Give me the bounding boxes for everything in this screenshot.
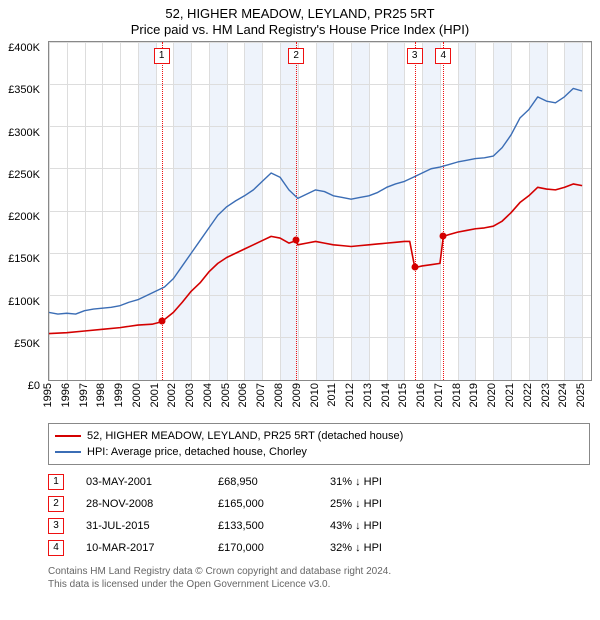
y-tick-label: £150K: [8, 253, 40, 265]
chart-svg: [49, 42, 591, 380]
x-tick-label: 2005: [220, 383, 232, 407]
event-dot: [293, 237, 300, 244]
legend-label: 52, HIGHER MEADOW, LEYLAND, PR25 5RT (de…: [87, 428, 403, 444]
y-tick-label: £200K: [8, 211, 40, 223]
page-subtitle: Price paid vs. HM Land Registry's House …: [0, 22, 600, 41]
y-tick-label: £100K: [8, 296, 40, 308]
event-index-box: 4: [48, 540, 64, 556]
table-row: 4 10-MAR-2017 £170,000 32% ↓ HPI: [48, 537, 590, 559]
event-marker-box: 1: [154, 48, 170, 64]
x-tick-label: 2023: [540, 383, 552, 407]
event-pct: 25% ↓ HPI: [330, 498, 430, 510]
event-price: £170,000: [218, 542, 308, 554]
page-title: 52, HIGHER MEADOW, LEYLAND, PR25 5RT: [0, 0, 600, 22]
x-tick-label: 2001: [149, 383, 161, 407]
legend-swatch: [55, 451, 81, 453]
x-tick-label: 2003: [184, 383, 196, 407]
event-price: £68,950: [218, 476, 308, 488]
series-property: [49, 184, 582, 334]
x-tick-label: 1997: [78, 383, 90, 407]
event-pct: 43% ↓ HPI: [330, 520, 430, 532]
footer-line: Contains HM Land Registry data © Crown c…: [48, 565, 590, 578]
x-axis-labels: 1995199619971998199920002001200220032004…: [48, 381, 592, 419]
event-pct: 32% ↓ HPI: [330, 542, 430, 554]
x-tick-label: 2020: [486, 383, 498, 407]
x-tick-label: 1999: [113, 383, 125, 407]
event-marker-box: 4: [435, 48, 451, 64]
x-tick-label: 2014: [380, 383, 392, 407]
legend-swatch: [55, 435, 81, 437]
y-tick-label: £300K: [8, 127, 40, 139]
events-table: 1 03-MAY-2001 £68,950 31% ↓ HPI 2 28-NOV-2008…: [48, 471, 590, 559]
event-index-box: 2: [48, 496, 64, 512]
x-tick-label: 2008: [273, 383, 285, 407]
y-tick-label: £400K: [8, 42, 40, 54]
x-tick-label: 2012: [344, 383, 356, 407]
x-tick-label: 2006: [237, 383, 249, 407]
event-price: £133,500: [218, 520, 308, 532]
event-date: 10-MAR-2017: [86, 542, 196, 554]
x-tick-label: 2017: [433, 383, 445, 407]
y-tick-label: £50K: [14, 338, 40, 350]
x-tick-label: 1998: [95, 383, 107, 407]
event-price: £165,000: [218, 498, 308, 510]
x-tick-label: 2021: [504, 383, 516, 407]
event-date: 28-NOV-2008: [86, 498, 196, 510]
footer: Contains HM Land Registry data © Crown c…: [48, 565, 590, 591]
x-tick-label: 2000: [131, 383, 143, 407]
x-tick-label: 2011: [326, 383, 338, 407]
table-row: 1 03-MAY-2001 £68,950 31% ↓ HPI: [48, 471, 590, 493]
x-tick-label: 2007: [255, 383, 267, 407]
x-tick-label: 2019: [468, 383, 480, 407]
y-tick-label: £350K: [8, 84, 40, 96]
footer-line: This data is licensed under the Open Gov…: [48, 578, 590, 591]
event-index-box: 1: [48, 474, 64, 490]
event-date: 31-JUL-2015: [86, 520, 196, 532]
x-tick-label: 2018: [451, 383, 463, 407]
event-marker-box: 2: [288, 48, 304, 64]
legend-item-hpi: HPI: Average price, detached house, Chor…: [55, 444, 583, 460]
legend-label: HPI: Average price, detached house, Chor…: [87, 444, 307, 460]
table-row: 2 28-NOV-2008 £165,000 25% ↓ HPI: [48, 493, 590, 515]
y-tick-label: £0: [28, 380, 40, 392]
event-index-box: 3: [48, 518, 64, 534]
x-tick-label: 2013: [362, 383, 374, 407]
y-tick-label: £250K: [8, 169, 40, 181]
event-marker-box: 3: [407, 48, 423, 64]
x-tick-label: 1996: [60, 383, 72, 407]
x-tick-label: 2025: [575, 383, 587, 407]
x-tick-label: 2024: [557, 383, 569, 407]
y-axis-labels: £0£50K£100K£150K£200K£250K£300K£350K£400…: [0, 48, 44, 388]
table-row: 3 31-JUL-2015 £133,500 43% ↓ HPI: [48, 515, 590, 537]
x-tick-label: 2009: [291, 383, 303, 407]
series-hpi: [49, 88, 582, 314]
event-dot: [158, 318, 165, 325]
chart-area: 1 2 34: [48, 41, 592, 381]
x-tick-label: 2016: [415, 383, 427, 407]
x-tick-label: 2004: [202, 383, 214, 407]
x-tick-label: 2002: [166, 383, 178, 407]
event-dot: [440, 232, 447, 239]
event-date: 03-MAY-2001: [86, 476, 196, 488]
x-tick-label: 1995: [42, 383, 54, 407]
x-tick-label: 2022: [522, 383, 534, 407]
event-dot: [411, 263, 418, 270]
x-tick-label: 2010: [309, 383, 321, 407]
legend-item-property: 52, HIGHER MEADOW, LEYLAND, PR25 5RT (de…: [55, 428, 583, 444]
legend: 52, HIGHER MEADOW, LEYLAND, PR25 5RT (de…: [48, 423, 590, 465]
event-pct: 31% ↓ HPI: [330, 476, 430, 488]
x-tick-label: 2015: [397, 383, 409, 407]
